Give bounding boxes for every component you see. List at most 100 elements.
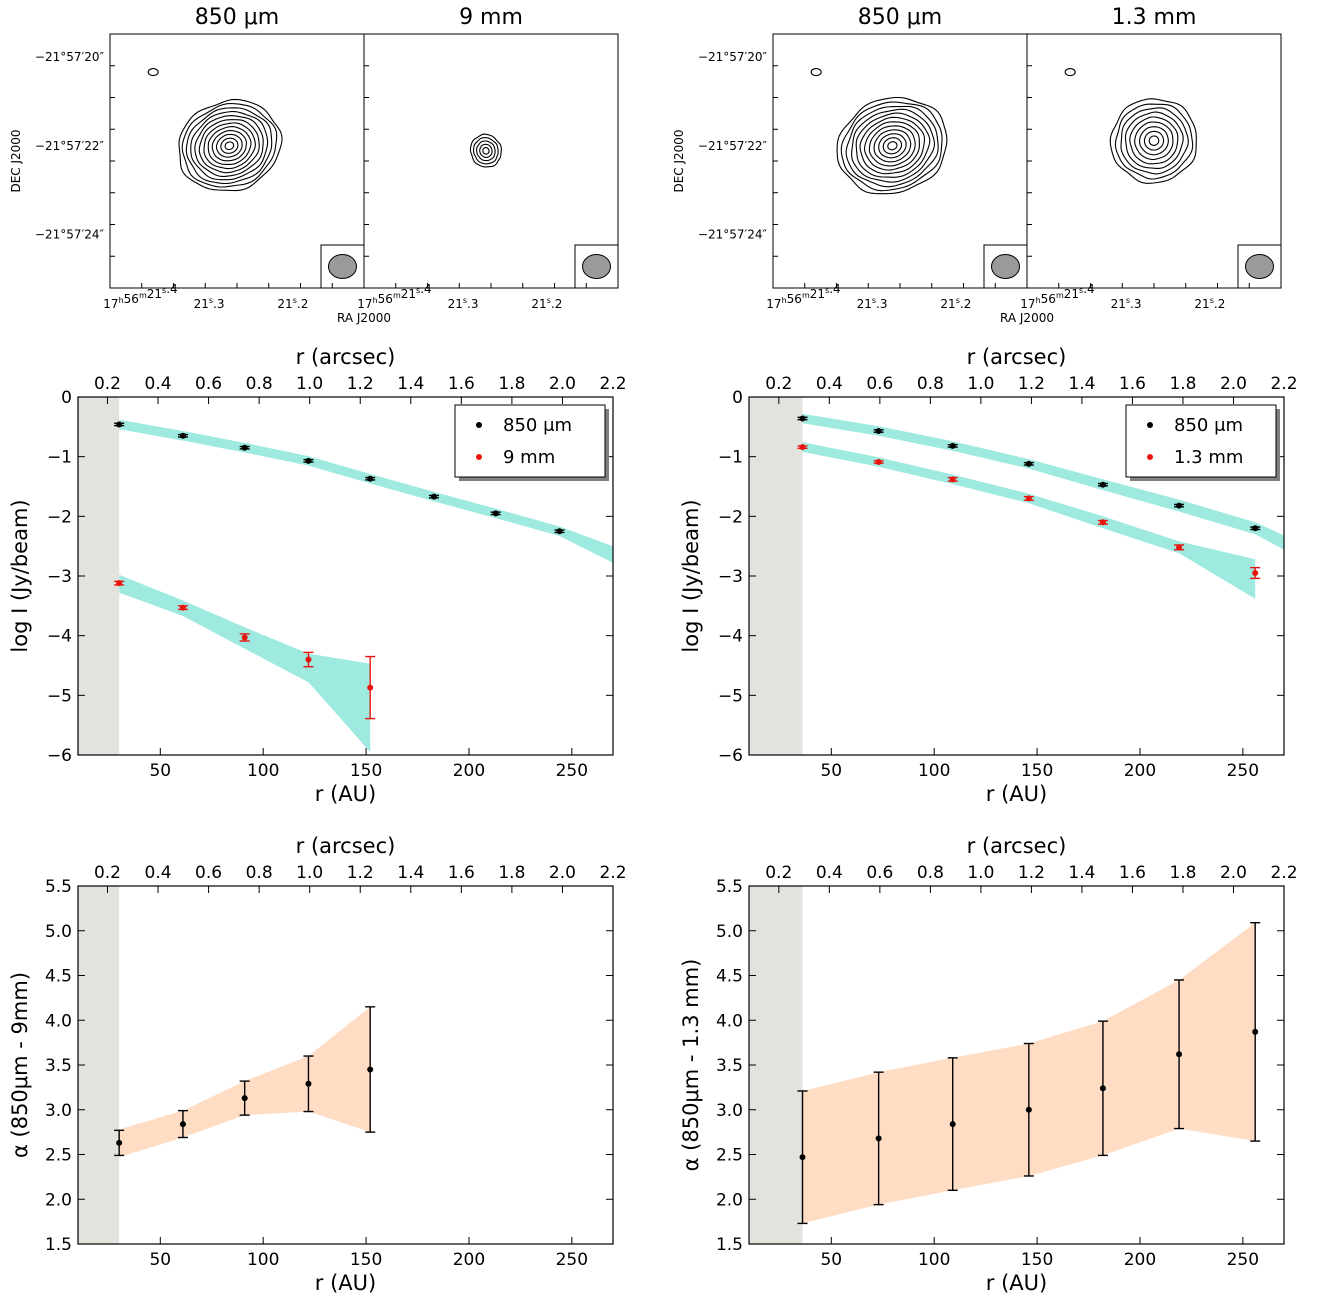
x2-tick-label: 2.2 bbox=[599, 863, 626, 883]
x-tick-label: 100 bbox=[247, 1250, 279, 1270]
contour-level bbox=[482, 147, 490, 155]
ra-tick-part: s bbox=[209, 296, 213, 305]
ra-tick-part: 21 bbox=[194, 297, 209, 311]
x2-axis-label: r (arcsec) bbox=[296, 834, 396, 858]
x2-axis-label: r (arcsec) bbox=[967, 834, 1067, 858]
y-tick-label: 3.0 bbox=[45, 1101, 72, 1121]
y-tick-label: −4 bbox=[718, 627, 743, 647]
contour-level bbox=[859, 116, 926, 175]
x2-tick-label: 0.2 bbox=[94, 374, 121, 394]
ra-tick-label: 17h56m21s.4 bbox=[103, 282, 177, 311]
beam-ellipse bbox=[1245, 254, 1274, 279]
ra-tick-label: 21s.3 bbox=[857, 296, 888, 311]
contour-level bbox=[878, 133, 907, 159]
contour-level bbox=[851, 108, 936, 183]
y-tick-label: 4.0 bbox=[45, 1011, 72, 1031]
data-point bbox=[875, 1135, 882, 1142]
dec-tick-label: −21°57′24″ bbox=[35, 228, 105, 242]
ra-tick-part: h bbox=[373, 296, 378, 305]
ra-tick-part: s bbox=[463, 296, 467, 305]
y-axis-label: α (850μm - 1.3 mm) bbox=[679, 959, 703, 1172]
x-tick-label: 250 bbox=[1227, 1250, 1259, 1270]
chart-4: 50 100 150 200 250 0.2 0.4 0.6 0.8 1.0 1.2 1.4 1.6 1.… bbox=[679, 834, 1298, 1295]
y-axis-label: log I (Jy/beam) bbox=[8, 499, 32, 652]
x2-tick-label: 0.6 bbox=[866, 863, 893, 883]
ra-tick-part: .2 bbox=[960, 297, 971, 311]
ra-tick-part: s bbox=[293, 296, 297, 305]
chart-2: 50 100 150 200 250 0.2 0.4 0.6 0.8 1.0 1.2 1.4 1.6 1.… bbox=[679, 345, 1298, 806]
data-point bbox=[875, 428, 882, 435]
ra-tick-part: s bbox=[547, 296, 551, 305]
ra-tick-label: 21s.2 bbox=[531, 296, 562, 311]
dec-tick-label: −21°57′20″ bbox=[35, 50, 105, 64]
x-tick-label: 50 bbox=[820, 1250, 842, 1270]
legend-label: 850 μm bbox=[503, 415, 572, 436]
ra-tick-part: h bbox=[782, 296, 787, 305]
x2-tick-label: 0.8 bbox=[246, 374, 273, 394]
y-tick-label: −2 bbox=[718, 507, 743, 527]
contour-level bbox=[855, 112, 931, 178]
series-2 bbox=[114, 580, 376, 720]
data-point bbox=[1252, 570, 1259, 577]
x2-tick-label: 1.6 bbox=[448, 374, 475, 394]
legend: 850 μm 1.3 mm bbox=[1125, 404, 1280, 481]
y-tick-label: 1.5 bbox=[45, 1235, 72, 1255]
ra-tick-part: .4 bbox=[420, 282, 431, 296]
ra-tick-part: .4 bbox=[829, 282, 840, 296]
ra-tick-part: s bbox=[1079, 286, 1083, 295]
map-title: 9 mm bbox=[459, 5, 523, 30]
contour-level bbox=[887, 141, 898, 151]
x2-tick-label: 1.8 bbox=[1169, 374, 1196, 394]
contour-level bbox=[472, 137, 499, 165]
ra-tick-part: m bbox=[139, 291, 147, 300]
x2-tick-label: 0.8 bbox=[917, 863, 944, 883]
x-tick-label: 200 bbox=[453, 761, 485, 781]
ra-tick-part: 21 bbox=[531, 297, 546, 311]
contour-level bbox=[1120, 107, 1189, 175]
plot-area bbox=[749, 397, 1284, 755]
data-point bbox=[367, 475, 374, 482]
ra-tick-part: 21 bbox=[1111, 297, 1126, 311]
x2-tick-label: 1.4 bbox=[1068, 374, 1095, 394]
x-tick-label: 200 bbox=[1124, 761, 1156, 781]
map-title: 1.3 mm bbox=[1112, 5, 1197, 30]
y-tick-label: 0 bbox=[61, 388, 72, 408]
data-point bbox=[179, 432, 186, 439]
ra-tick-part: 17 bbox=[357, 297, 372, 311]
ra-tick-part: .3 bbox=[467, 297, 478, 311]
x2-tick-label: 1.0 bbox=[296, 863, 323, 883]
x-tick-label: 150 bbox=[350, 761, 382, 781]
data-point bbox=[367, 1066, 374, 1073]
x2-tick-label: 0.2 bbox=[765, 863, 792, 883]
x2-tick-label: 1.6 bbox=[1119, 374, 1146, 394]
contour-level bbox=[178, 98, 283, 192]
map-title: 850 μm bbox=[858, 5, 942, 30]
y-tick-label: 5.5 bbox=[45, 877, 72, 897]
x2-tick-label: 0.4 bbox=[816, 374, 843, 394]
uncertainty-band bbox=[802, 442, 1256, 599]
uncertainty-band bbox=[119, 574, 371, 752]
x2-tick-label: 0.2 bbox=[765, 374, 792, 394]
ra-tick-part: 17 bbox=[103, 297, 118, 311]
x2-tick-label: 1.0 bbox=[296, 374, 323, 394]
x-tick-label: 100 bbox=[918, 1250, 950, 1270]
ra-tick-part: m bbox=[802, 291, 810, 300]
data-point bbox=[179, 604, 186, 611]
ra-tick-part: s bbox=[825, 286, 829, 295]
data-point bbox=[116, 580, 123, 587]
y-tick-label: 3.5 bbox=[45, 1056, 72, 1076]
x-axis-label: r (AU) bbox=[986, 1271, 1047, 1295]
data-point bbox=[305, 457, 312, 464]
y-tick-label: 5.5 bbox=[716, 877, 743, 897]
y-tick-label: 4.0 bbox=[716, 1011, 743, 1031]
y-tick-label: −5 bbox=[718, 686, 743, 706]
contour-level bbox=[207, 126, 252, 165]
x2-tick-label: 0.8 bbox=[917, 374, 944, 394]
legend: 850 μm 9 mm bbox=[454, 404, 609, 481]
contour-level bbox=[863, 121, 920, 171]
plot-area bbox=[749, 886, 1261, 1244]
x-tick-label: 50 bbox=[149, 1250, 171, 1270]
data-point bbox=[1099, 519, 1106, 526]
